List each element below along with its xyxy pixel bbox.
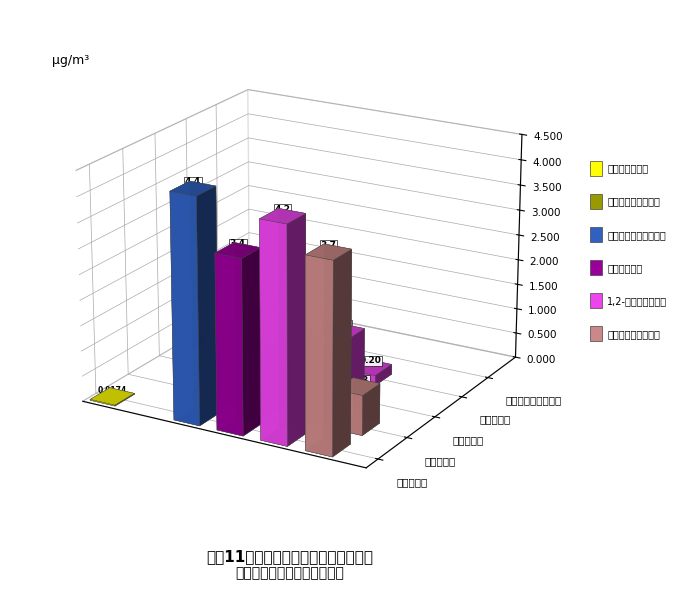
Text: μg/m³: μg/m³ [52,54,89,67]
Text: 1,2-ジクロロエタン: 1,2-ジクロロエタン [607,296,667,306]
Text: テトラクロロエチレン: テトラクロロエチレン [607,230,666,240]
Text: （揮発性有機塩素系化合物）: （揮発性有機塩素系化合物） [235,566,344,580]
Text: ジクロロメタン: ジクロロメタン [607,164,649,173]
Text: 平成11年度有害大気汚染物質年平均値: 平成11年度有害大気汚染物質年平均値 [206,550,373,564]
Text: 塩化ビニルモノマー: 塩化ビニルモノマー [607,329,660,339]
Text: クロロホルム: クロロホルム [607,263,642,273]
Text: トリクロロエチレン: トリクロロエチレン [607,197,660,206]
